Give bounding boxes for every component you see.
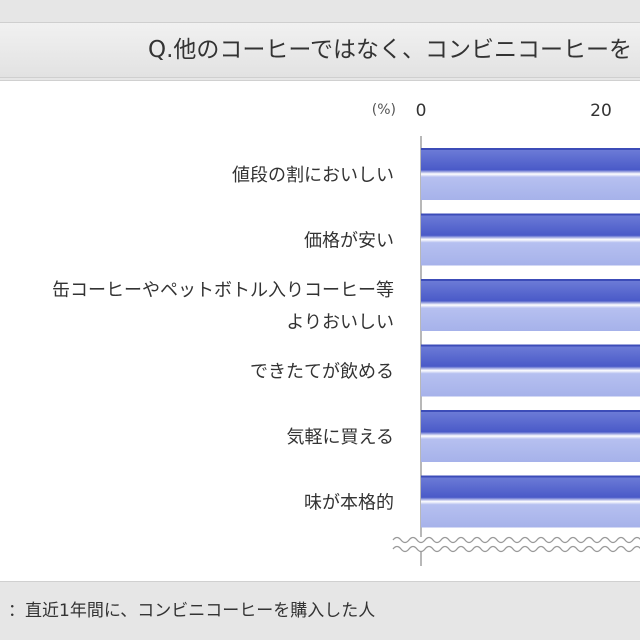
unit-label: (%) (372, 102, 396, 118)
bar (421, 279, 640, 331)
bar-top-edge (421, 344, 640, 347)
x-tick-label: 20 (590, 101, 612, 121)
category-label: よりおいしい (286, 312, 394, 333)
bar (421, 344, 640, 397)
category-label: 価格が安い (304, 231, 394, 252)
footnote: ：直近1年間に、コンビニコーヒーを購入した人 (8, 601, 376, 621)
chart-title: Q.他のコーヒーではなく、コンビニコーヒーを (148, 37, 633, 63)
title-bar (0, 22, 640, 78)
bar-top-edge (421, 475, 640, 478)
axis-break-wave (392, 545, 640, 553)
bar-top-edge (421, 279, 640, 281)
bar (421, 213, 640, 266)
bar (421, 475, 640, 528)
x-tick-label: 0 (416, 101, 427, 121)
category-label: 値段の割においしい (232, 165, 394, 186)
axis-break-wave (392, 536, 640, 544)
category-label: 気軽に買える (287, 427, 394, 448)
bar-top-edge (421, 213, 640, 216)
bar (421, 148, 640, 200)
bar (421, 410, 640, 462)
category-label: できたてが飲める (250, 362, 394, 383)
axis-break-gap (393, 537, 640, 551)
bar-top-edge (421, 148, 640, 150)
bar-top-edge (421, 410, 640, 412)
category-label: 味が本格的 (304, 493, 394, 514)
category-label: 缶コーヒーやペットボトル入りコーヒー等 (52, 280, 394, 301)
